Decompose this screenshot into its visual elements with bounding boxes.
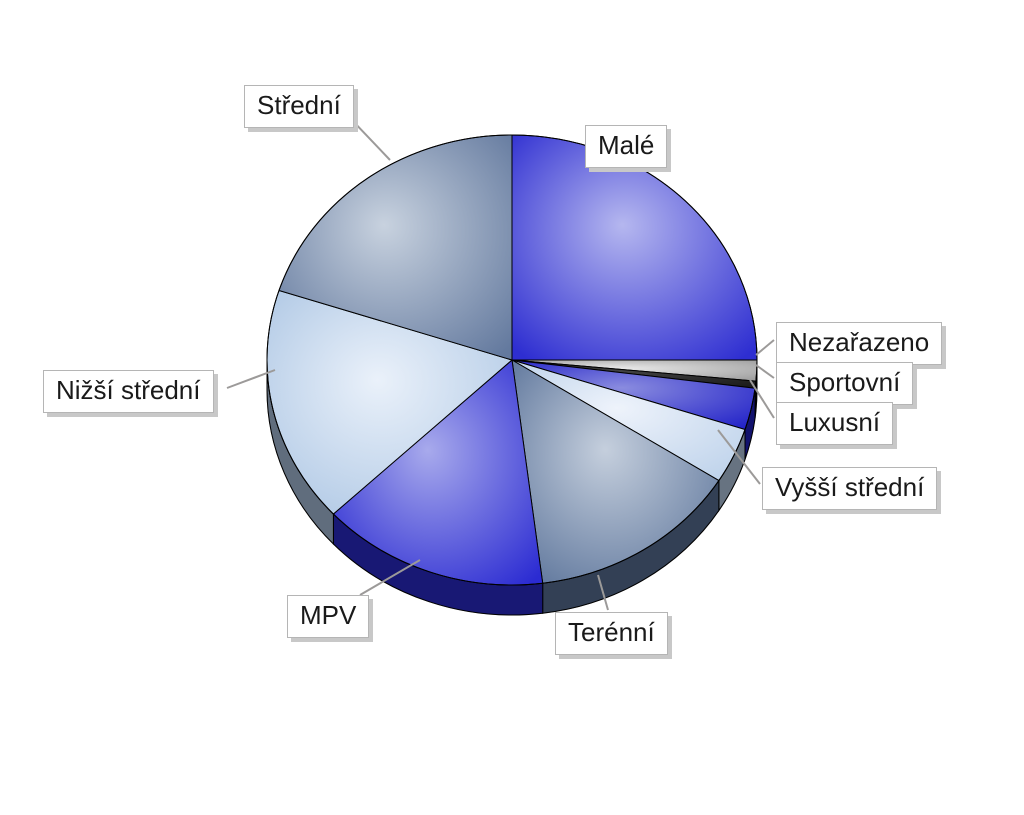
leader-line — [756, 340, 774, 355]
slice-label: Vyšší střední — [762, 467, 937, 510]
leader-line — [350, 118, 390, 160]
slice-label: Nižší střední — [43, 370, 214, 413]
slice-label: Sportovní — [776, 362, 913, 405]
pie-chart-container: Malé NezařazenoSportovníLuxusní Vyšší stře… — [0, 0, 1024, 815]
slice-label: MPV — [287, 595, 369, 638]
slice-label: Terénní — [555, 612, 668, 655]
slice-label: Nezařazeno — [776, 322, 942, 365]
slice-label: Luxusní — [776, 402, 893, 445]
slice-label: Střední — [244, 85, 354, 128]
slice-label: Malé — [585, 125, 667, 168]
pie-slice — [512, 135, 757, 360]
leader-line — [756, 365, 774, 378]
